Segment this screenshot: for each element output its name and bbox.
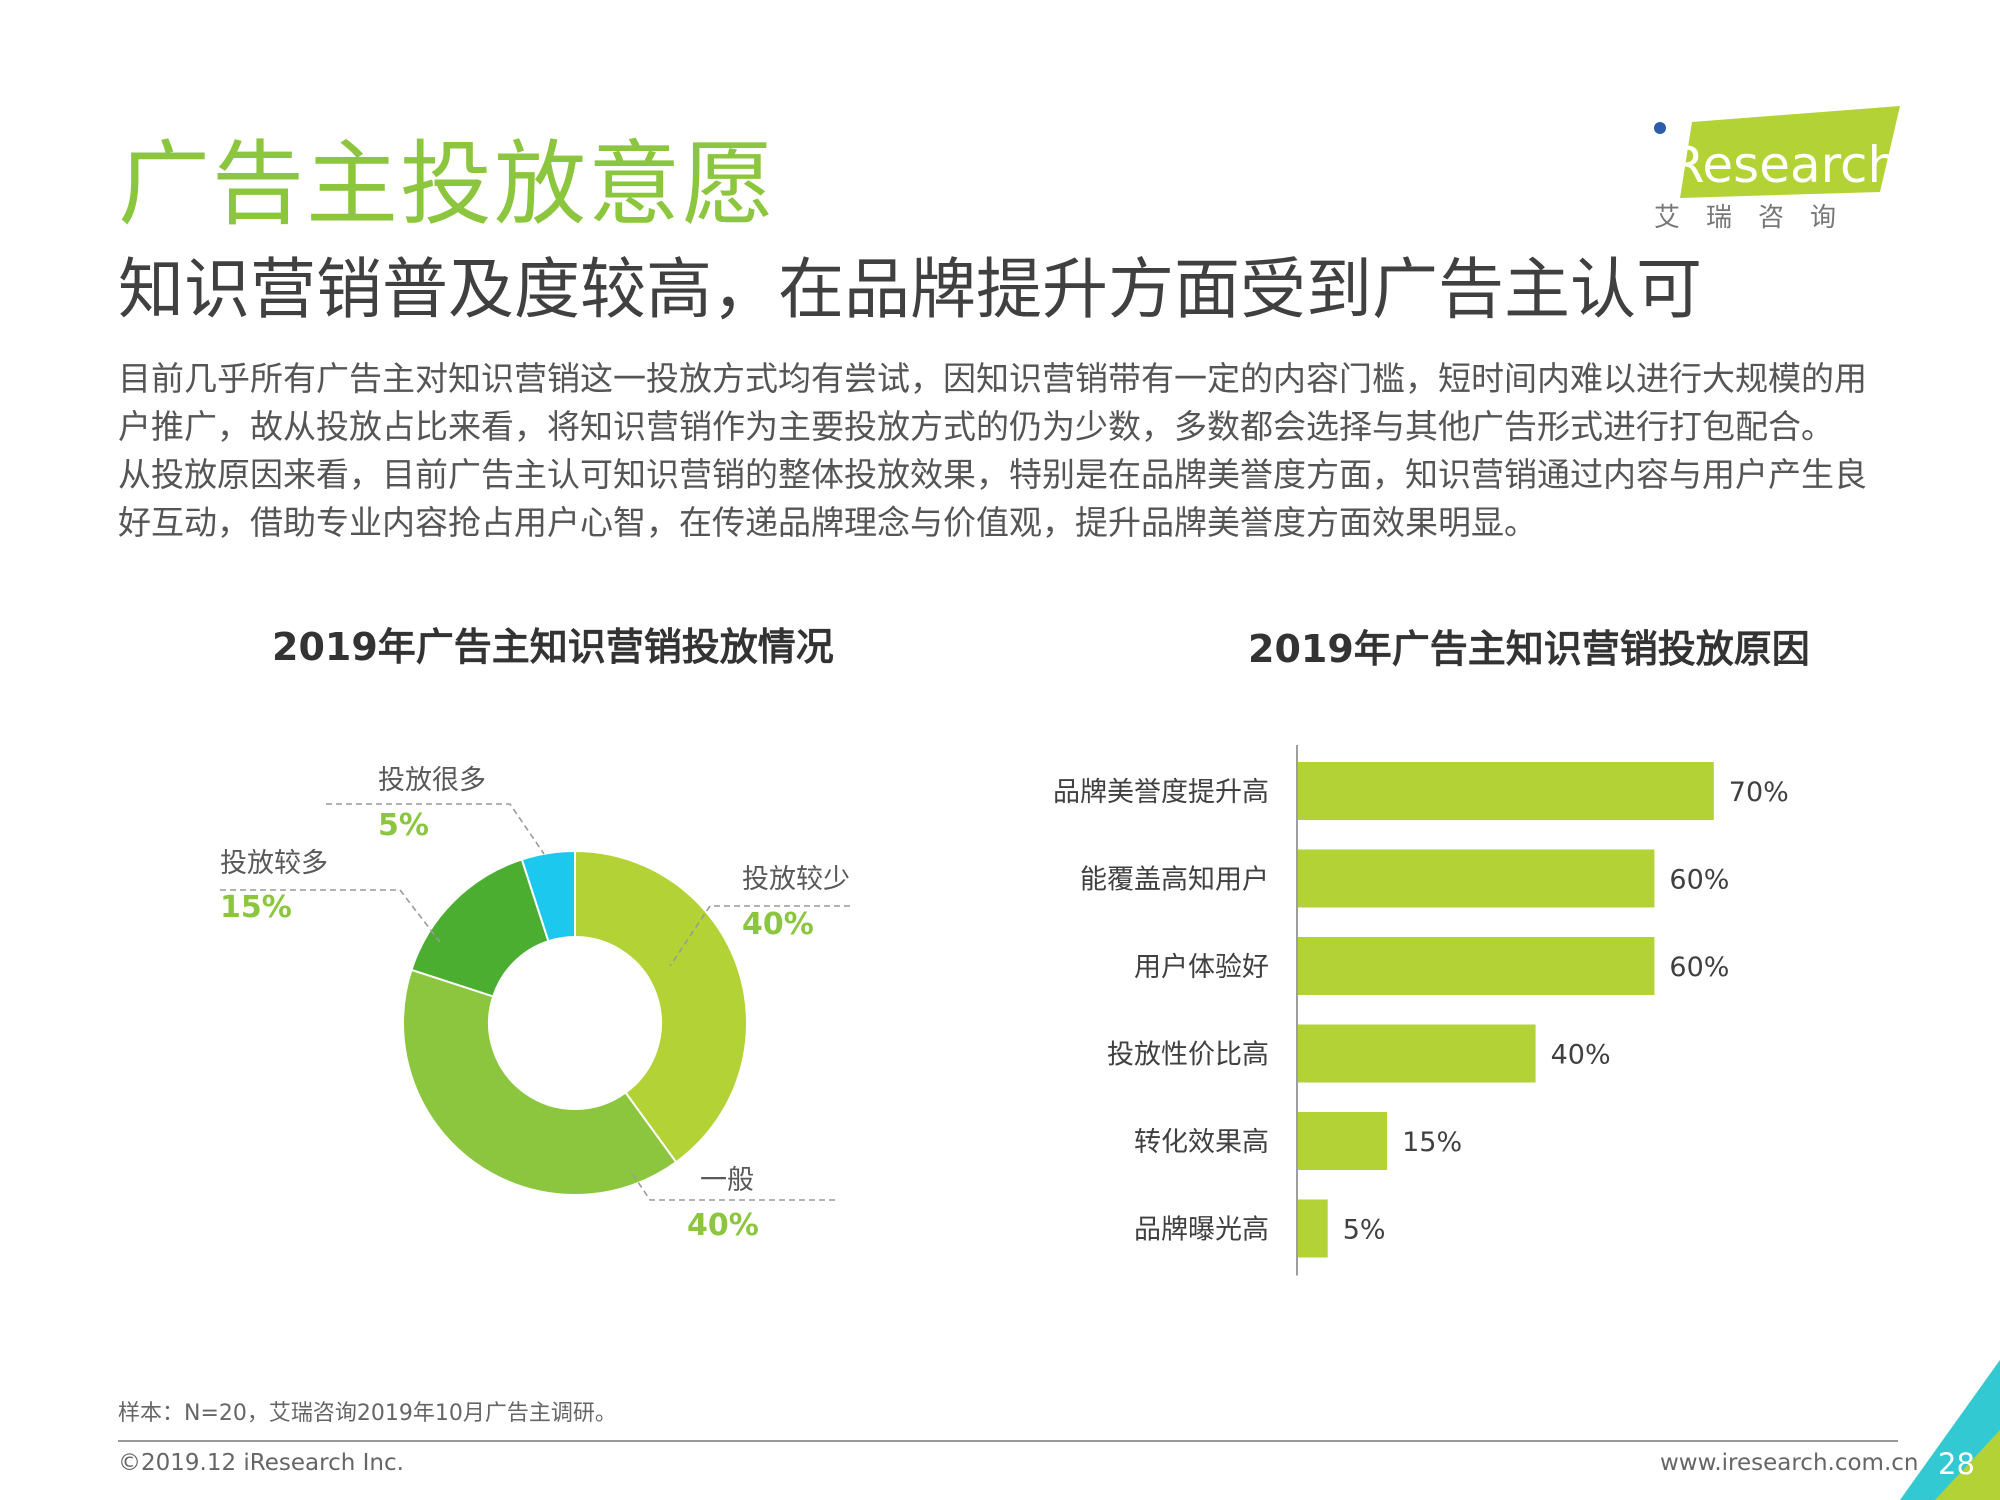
body-text-line: 目前几乎所有广告主对知识营销这一投放方式均有尝试，因知识营销带有一定的内容门槛，… (118, 359, 1867, 398)
bar (1298, 1199, 1328, 1258)
bar-category-label: 投放性价比高 (1107, 1040, 1269, 1071)
iresearch-logo: iResearch 艾 瑞 咨 询 (1654, 106, 1900, 230)
leader-line (220, 889, 441, 943)
donut-slice (520, 849, 576, 943)
bar-value-label: 40% (1551, 1040, 1611, 1071)
website-link[interactable]: www.iresearch.com.cn (1660, 1450, 1919, 1476)
logo-dot (1654, 122, 1666, 134)
page-title: 广告主投放意愿 (118, 131, 777, 238)
bar-category-label: 品牌美誉度提升高 (1053, 777, 1269, 808)
bar-chart-title: 2019年广告主知识营销投放原因 (1248, 627, 1810, 671)
bar-value-label: 15% (1402, 1127, 1462, 1158)
donut-chart: 投放较少 40% 一般 40% 投放较多 15% 投放很多 5% (220, 765, 850, 1243)
corner-triangle-cyan (1900, 1360, 2000, 1500)
bar (1298, 762, 1714, 820)
page-number: 28 (1938, 1447, 1975, 1481)
slice-category-label: 一般 (700, 1165, 754, 1196)
body-text-line: 户推广，故从投放占比来看，将知识营销作为主要投放方式的仍为少数，多数都会选择与其… (118, 407, 1834, 446)
footer-divider (118, 1440, 1898, 1442)
slice-value-label: 15% (220, 890, 292, 925)
logo-chinese: 艾 瑞 咨 询 (1654, 203, 1836, 230)
bar (1298, 1024, 1536, 1083)
donut-chart-title: 2019年广告主知识营销投放情况 (272, 625, 834, 669)
logo-text: iResearch (1656, 136, 1899, 194)
slice-category-label: 投放较少 (742, 864, 850, 895)
copyright-text: ©2019.12 iResearch Inc. (118, 1450, 404, 1476)
body-text-line: 好互动，借助专业内容抢占用户心智，在传递品牌理念与价值观，提升品牌美誉度方面效果… (118, 503, 1537, 542)
slice-value-label: 5% (378, 808, 429, 843)
bar (1298, 937, 1655, 995)
bar-chart: 品牌美誉度提升高 70% 能覆盖高知用户 60% 用户体验好 60% 投放性价比高 40% 转化… (1053, 745, 1789, 1276)
footnote: 样本：N=20，艾瑞咨询2019年10月广告主调研。 (118, 1401, 617, 1426)
bar-value-label: 60% (1669, 952, 1729, 983)
bar-value-label: 5% (1343, 1215, 1386, 1246)
bar-category-label: 转化效果高 (1134, 1127, 1269, 1158)
bar-value-label: 60% (1669, 865, 1729, 896)
donut-slice (574, 849, 748, 1164)
bar (1298, 849, 1655, 908)
bar-category-label: 品牌曝光高 (1134, 1215, 1269, 1246)
leader-line (629, 1169, 835, 1201)
bar (1298, 1112, 1388, 1170)
slice-value-label: 40% (742, 907, 814, 942)
bar-value-label: 70% (1729, 777, 1789, 808)
corner-decoration (1900, 1360, 2000, 1500)
slice-category-label: 投放较多 (220, 848, 328, 879)
leader-line (669, 905, 850, 967)
page-subtitle: 知识营销普及度较高，在品牌提升方面受到广告主认可 (118, 251, 1702, 328)
body-text-line: 从投放原因来看，目前广告主认可知识营销的整体投放效果，特别是在品牌美誉度方面，知… (118, 455, 1867, 494)
donut-slice (402, 968, 678, 1196)
slice-value-label: 40% (687, 1208, 759, 1243)
bar-category-label: 用户体验好 (1134, 952, 1269, 983)
leader-line (326, 803, 545, 855)
bar-category-label: 能覆盖高知用户 (1080, 865, 1269, 896)
slice-category-label: 投放很多 (378, 765, 486, 796)
logo-banner (1680, 106, 1900, 198)
